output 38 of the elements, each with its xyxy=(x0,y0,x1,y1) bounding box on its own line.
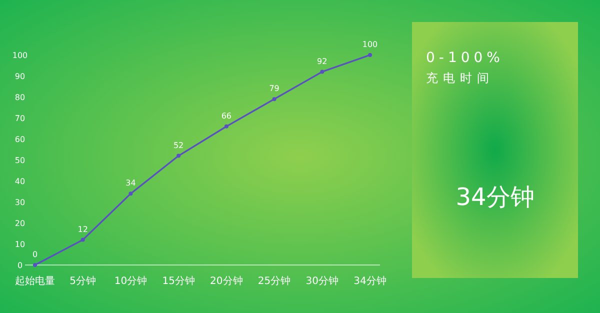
point xyxy=(33,263,37,267)
data-label: 34 xyxy=(126,178,136,188)
x-tick-label: 20分钟 xyxy=(210,275,243,287)
y-tick-label: 60 xyxy=(14,135,26,144)
y-tick-label: 40 xyxy=(14,177,26,186)
data-label: 0 xyxy=(32,250,38,259)
y-tick-label: 10 xyxy=(14,240,26,249)
data-label: 79 xyxy=(269,84,280,94)
y-tick-label: 20 xyxy=(14,219,26,228)
y-tick-label: 80 xyxy=(14,93,26,102)
point xyxy=(224,124,228,128)
x-tick-label: 25分钟 xyxy=(258,275,291,287)
x-tick-label: 30分钟 xyxy=(306,275,339,287)
x-tick-label: 起始电量 xyxy=(15,275,55,287)
y-tick-label: 0 xyxy=(17,261,23,270)
point xyxy=(320,70,324,74)
text: 0-100% xyxy=(426,50,504,66)
data-label: 12 xyxy=(78,224,88,234)
data-label: 66 xyxy=(221,111,232,120)
y-tick-label: 30 xyxy=(14,198,26,207)
data-label: 52 xyxy=(173,140,184,150)
y-tick-label: 100 xyxy=(12,51,28,60)
point xyxy=(80,238,85,242)
text: 34分钟 xyxy=(456,183,534,211)
point xyxy=(368,53,372,57)
y-tick-label: 50 xyxy=(14,156,26,165)
data-label: 100 xyxy=(362,40,378,49)
x-tick-label: 10分钟 xyxy=(114,275,148,287)
y-tick-label: 90 xyxy=(14,72,26,81)
point xyxy=(272,97,276,102)
point xyxy=(176,154,181,158)
x-tick-label: 5分钟 xyxy=(70,275,96,287)
x-tick-label: 34分钟 xyxy=(354,275,386,287)
point xyxy=(128,192,133,196)
y-tick-label: 70 xyxy=(14,114,26,123)
text: 充电时间 xyxy=(426,71,494,85)
x-tick-label: 15分钟 xyxy=(162,275,195,287)
data-label: 92 xyxy=(317,56,328,66)
